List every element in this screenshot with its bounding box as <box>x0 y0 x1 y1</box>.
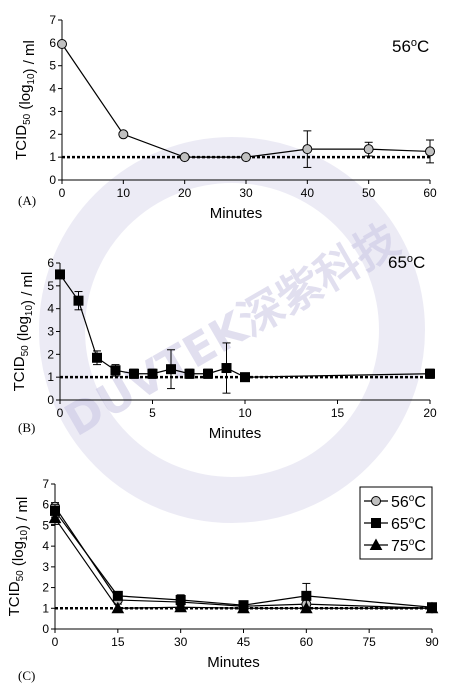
x-tick-label: 0 <box>57 406 64 420</box>
y-tick-label: 1 <box>42 601 49 615</box>
y-tick-label: 4 <box>42 539 49 553</box>
y-tick-label: 0 <box>47 393 54 407</box>
x-tick-label: 20 <box>178 186 192 200</box>
panel-label: (C) <box>18 668 35 683</box>
y-tick-label: 5 <box>47 279 54 293</box>
data-point-65 <box>112 590 123 601</box>
panel-a: 0 1 2 3 4 5 6 7 0 10 20 30 40 50 60 Minutes TCID50 (log1… <box>13 13 437 222</box>
data-point-75 <box>299 601 313 614</box>
data-point-56 <box>363 144 374 155</box>
data-point-56 <box>241 152 251 163</box>
data-point-56 <box>179 152 190 163</box>
x-axis-label: Minutes <box>210 205 263 222</box>
x-tick-label: 30 <box>174 635 188 649</box>
y-tick-label: 4 <box>49 82 56 96</box>
legend-marker-65 <box>371 518 381 528</box>
x-axis-label: Minutes <box>209 425 262 442</box>
legend-label-65: 65oC <box>391 515 426 533</box>
x-tick-label: 0 <box>59 186 66 200</box>
y-tick-label: 7 <box>42 477 49 491</box>
data-point-65 <box>92 352 102 363</box>
data-point-56 <box>118 129 129 140</box>
data-point-56 <box>57 39 67 49</box>
x-tick-label: 50 <box>362 186 376 200</box>
y-tick-label: 6 <box>49 36 56 50</box>
series-line-56 <box>54 506 433 609</box>
y-tick-label: 0 <box>42 622 49 636</box>
data-point-75 <box>174 600 188 613</box>
x-tick-label: 60 <box>300 635 314 649</box>
y-tick-label: 5 <box>42 518 49 532</box>
y-tick-label: 1 <box>47 370 54 384</box>
series-line-65 <box>54 510 433 608</box>
data-point-56 <box>425 146 435 157</box>
data-point-75 <box>48 511 62 524</box>
data-point-65 <box>203 368 213 379</box>
y-axis-label: TCID50 (log10) / ml <box>11 272 36 392</box>
panel-label: (B) <box>18 420 35 435</box>
y-tick-label: 3 <box>49 104 56 118</box>
data-point-75 <box>237 601 250 614</box>
x-tick-label: 0 <box>52 635 59 649</box>
y-tick-label: 6 <box>42 498 49 512</box>
x-tick-label: 5 <box>149 406 156 420</box>
x-tick-label: 75 <box>362 635 376 649</box>
x-tick-label: 30 <box>239 186 253 200</box>
y-tick-label: 2 <box>49 127 56 141</box>
x-tick-label: 45 <box>237 635 251 649</box>
x-axis-label: Minutes <box>207 654 260 671</box>
x-tick-label: 10 <box>117 186 131 200</box>
x-tick-label: 20 <box>423 406 437 420</box>
series-line-75 <box>54 517 432 609</box>
y-tick-label: 0 <box>49 173 56 187</box>
data-point-65 <box>221 363 232 374</box>
legend-marker-75 <box>369 538 383 550</box>
data-point-65 <box>425 368 435 379</box>
data-point-65 <box>55 269 65 280</box>
y-tick-label: 7 <box>49 13 56 27</box>
data-point-65 <box>147 368 158 379</box>
y-axis-label: TCID50 (log10) / ml <box>13 40 38 160</box>
x-tick-label: 40 <box>301 186 315 200</box>
temperature-annotation: 56oC <box>392 37 429 56</box>
y-tick-label: 3 <box>47 325 54 339</box>
data-point-65 <box>110 365 121 376</box>
data-point-65 <box>301 590 312 601</box>
data-point-56 <box>302 144 313 155</box>
x-tick-label: 15 <box>331 406 345 420</box>
x-tick-label: 10 <box>238 406 252 420</box>
y-tick-label: 6 <box>47 256 54 270</box>
watermark-ring <box>39 137 425 523</box>
y-tick-label: 3 <box>42 560 49 574</box>
x-tick-label: 15 <box>111 635 125 649</box>
y-tick-label: 2 <box>47 347 54 361</box>
y-tick-label: 1 <box>49 150 56 164</box>
data-point-65 <box>184 368 195 379</box>
x-tick-label: 90 <box>425 635 439 649</box>
data-point-65 <box>73 295 84 306</box>
x-tick-label: 60 <box>423 186 437 200</box>
legend-label-75: 75oC <box>391 537 426 555</box>
y-axis-label: TCID50 (log10) / ml <box>6 497 31 617</box>
y-tick-label: 5 <box>49 59 56 73</box>
y-tick-label: 4 <box>47 302 54 316</box>
legend-label-56: 56oC <box>391 493 426 511</box>
data-point-75 <box>111 601 125 614</box>
panel-label: (A) <box>18 193 36 208</box>
y-tick-label: 2 <box>42 581 49 595</box>
legend-marker-56 <box>371 496 381 506</box>
data-point-75 <box>425 601 439 614</box>
data-point-65 <box>240 372 250 383</box>
data-point-65 <box>129 368 139 379</box>
temperature-annotation: 65oC <box>388 253 425 272</box>
panel-b: 0 1 2 3 4 5 6 0 5 10 15 20 Minutes TCID50 (log10) / m… <box>11 253 437 442</box>
data-point-65 <box>166 364 176 375</box>
